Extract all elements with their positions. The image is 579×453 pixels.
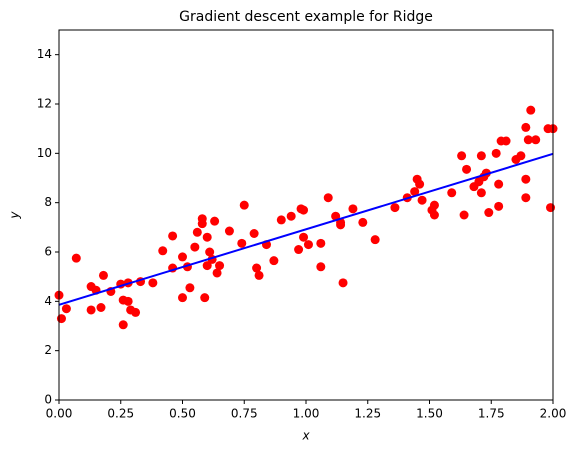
scatter-point [299,205,309,215]
scatter-point [276,215,286,225]
scatter-point [476,151,486,161]
y-tick-label: 14 [37,47,52,61]
scatter-point [501,136,511,146]
scatter-point [523,135,533,145]
y-tick-label: 6 [44,245,52,259]
x-tick-label: 2.00 [540,407,567,421]
scatter-point [269,256,279,266]
scatter-point [239,200,249,210]
scatter-point [316,262,326,272]
scatter-point [192,227,202,237]
scatter-point [185,283,195,293]
y-tick-label: 12 [37,97,52,111]
scatter-point [546,203,556,213]
scatter-point [123,296,133,306]
scatter-point [190,242,200,252]
scatter-point [294,245,304,255]
scatter-point [98,270,108,280]
scatter-point [521,193,531,203]
scatter-point [224,226,234,236]
scatter-point [148,278,158,288]
scatter-point [96,303,106,312]
x-tick-label: 0.25 [107,407,134,421]
scatter-point [429,210,439,220]
scatter-point [158,246,168,256]
x-tick-label: 1.25 [354,407,381,421]
scatter-point [210,216,220,226]
y-tick-label: 4 [44,294,52,308]
y-tick-label: 8 [44,195,52,209]
scatter-point [494,201,504,211]
scatter-point [316,238,326,248]
scatter-point [348,204,358,214]
x-tick-label: 1.50 [416,407,443,421]
scatter-point [61,304,71,314]
scatter-point [212,268,222,278]
scatter-point [200,293,210,303]
y-tick-label: 10 [37,146,52,160]
scatter-point [531,135,541,145]
scatter-point [415,179,425,189]
scatter-point [205,247,215,257]
scatter-point [71,253,81,263]
scatter-point [197,219,207,229]
scatter-point [516,151,526,161]
y-tick-label: 0 [44,393,52,407]
scatter-point [459,210,469,220]
scatter-point [178,293,187,303]
scatter-point [526,105,536,115]
x-tick-label: 1.75 [478,407,505,421]
scatter-point [254,270,264,280]
scatter-point [476,188,486,198]
scatter-point [323,193,333,203]
scatter-point [178,252,187,262]
x-tick-label: 0.50 [169,407,196,421]
scatter-point [202,232,212,242]
scatter-point [215,261,225,271]
scatter-point [521,122,531,132]
scatter-point [56,314,66,324]
y-tick-label: 2 [44,343,52,357]
scatter-point [168,231,178,241]
chart-title: Gradient descent example for Ridge [179,9,433,25]
scatter-point [447,188,457,198]
x-tick-label: 0.00 [46,407,73,421]
scatter-point [118,320,128,330]
scatter-point [249,229,259,238]
scatter-point [252,263,262,273]
x-tick-label: 1.00 [293,407,320,421]
scatter-point [462,164,472,174]
scatter-point [370,235,380,245]
x-axis-label: x [301,429,310,443]
scatter-point [86,305,96,315]
line [58,152,554,306]
scatter-point [417,195,427,205]
scatter-point [299,232,309,242]
scatter-point [331,211,341,221]
scatter-point [390,203,400,213]
scatter-point [429,200,439,210]
scatter-point [202,261,212,271]
scatter-point [521,174,531,184]
scatter-point [338,278,348,288]
scatter-point [494,179,504,189]
plot-frame [58,29,554,401]
scatter-point [358,217,368,227]
scatter-point [410,187,420,197]
scatter-point [237,238,247,248]
scatter-point [303,240,313,250]
scatter-point [457,151,467,161]
x-tick-label: 0.75 [231,407,258,421]
scatter-point [484,208,494,218]
scatter-point [286,211,296,221]
scatter-point [131,307,141,317]
scatter-point [491,148,501,158]
y-axis-label: y [8,211,22,220]
